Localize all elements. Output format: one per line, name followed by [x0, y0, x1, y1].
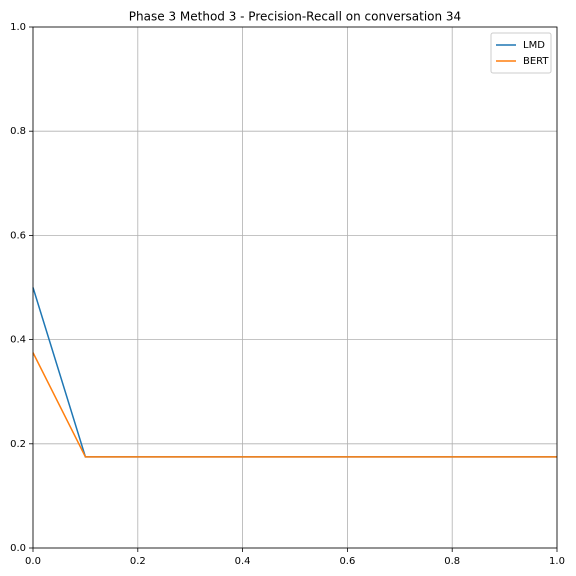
x-tick-label: 0.2 [130, 556, 146, 567]
x-tick-label: 1.0 [549, 556, 565, 567]
y-tick-label: 0.2 [10, 439, 26, 450]
y-tick-label: 0.6 [10, 230, 26, 241]
legend-box [490, 32, 552, 74]
y-tick-label: 0.8 [10, 126, 26, 137]
y-tick-label: 0.0 [10, 543, 26, 554]
legend-label: LMD [523, 40, 545, 51]
chart-title: Phase 3 Method 3 - Precision-Recall on c… [129, 10, 461, 24]
legend: LMD BERT [490, 32, 552, 74]
x-tick-label: 0.8 [444, 556, 460, 567]
y-tick-label: 0.4 [10, 335, 26, 346]
x-tick-label: 0.0 [25, 556, 41, 567]
legend-label: BERT [523, 56, 549, 67]
series-line [32, 352, 557, 458]
y-tick-label: 1.0 [10, 22, 26, 33]
x-tick-label: 0.6 [339, 556, 355, 567]
plot-frame [32, 26, 558, 549]
x-tick-label: 0.4 [235, 556, 251, 567]
